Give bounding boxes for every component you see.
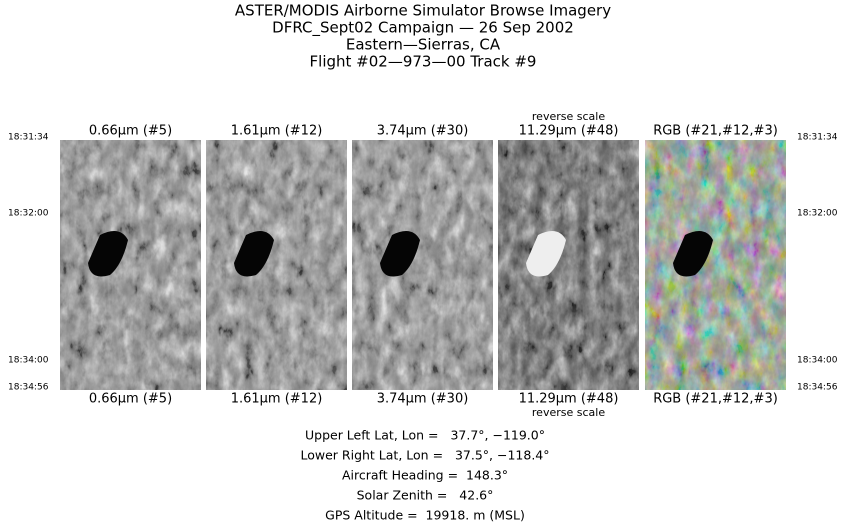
lake — [380, 231, 420, 277]
lake — [234, 231, 274, 277]
title-line: DFRC_Sept02 Campaign — 26 Sep 2002 — [272, 19, 574, 38]
image-layer — [645, 140, 786, 390]
image-panel — [352, 140, 493, 390]
image-panel — [645, 140, 786, 390]
panel-note: reverse scale — [532, 406, 605, 419]
image-layer — [352, 140, 493, 390]
time-label-left: 18:31:34 — [8, 133, 49, 143]
time-label-left: 18:32:00 — [8, 209, 49, 219]
panel-top-label: 0.66μm (#5) — [89, 124, 172, 139]
panel-top-label: RGB (#21,#12,#3) — [653, 124, 778, 139]
image-panel — [60, 140, 201, 390]
panel-top-label: 1.61μm (#12) — [231, 124, 323, 139]
panel-bottom-label: 11.29μm (#48) — [519, 392, 619, 407]
time-labels: 18:31:34 18:31:34 18:32:00 18:32:00 18:34:00… — [8, 133, 838, 393]
title-line: ASTER/MODIS Airborne Simulator Browse Im… — [235, 2, 611, 20]
panel-bottom-label: 3.74μm (#30) — [377, 392, 469, 407]
panel-note: reverse scale — [532, 110, 605, 123]
image-layer — [498, 140, 639, 390]
info-line: Lower Right Lat, Lon = 37.5°, −118.4° — [301, 448, 550, 463]
info-line: Aircraft Heading = 148.3° — [342, 468, 508, 483]
image-panel — [206, 140, 347, 390]
lake — [673, 231, 713, 277]
lake — [526, 231, 566, 277]
time-label-left: 18:34:56 — [8, 383, 49, 393]
image-panel — [498, 140, 639, 390]
header: ASTER/MODIS Airborne Simulator Browse Im… — [235, 2, 611, 71]
lake — [88, 231, 128, 277]
panel-bottom-label: RGB (#21,#12,#3) — [653, 392, 778, 407]
panel-top-label: 11.29μm (#48) — [519, 124, 619, 139]
panel-bottom-label: 1.61μm (#12) — [231, 392, 323, 407]
info-line: GPS Altitude = 19918. m (MSL) — [325, 508, 525, 523]
image-layer — [206, 140, 347, 390]
panels: 0.66μm (#5) 0.66μm (#5) 1.61μm (#12) 1.61μm… — [60, 110, 786, 419]
info-line: Solar Zenith = 42.6° — [357, 488, 494, 503]
image-layer — [60, 140, 201, 390]
info-line: Upper Left Lat, Lon = 37.7°, −119.0° — [305, 428, 545, 443]
time-label-right: 18:34:56 — [797, 383, 838, 393]
panel-top-label: 3.74μm (#30) — [377, 124, 469, 139]
time-label-right: 18:34:00 — [797, 356, 838, 366]
info-block: Upper Left Lat, Lon = 37.7°, −119.0° Lowe… — [301, 428, 550, 523]
title-line: Eastern—Sierras, CA — [346, 36, 501, 54]
time-label-right: 18:31:34 — [797, 133, 838, 143]
time-label-left: 18:34:00 — [8, 356, 49, 366]
panel-bottom-label: 0.66μm (#5) — [89, 392, 172, 407]
time-label-right: 18:32:00 — [797, 209, 838, 219]
title-line: Flight #02—973—00 Track #9 — [310, 53, 537, 71]
